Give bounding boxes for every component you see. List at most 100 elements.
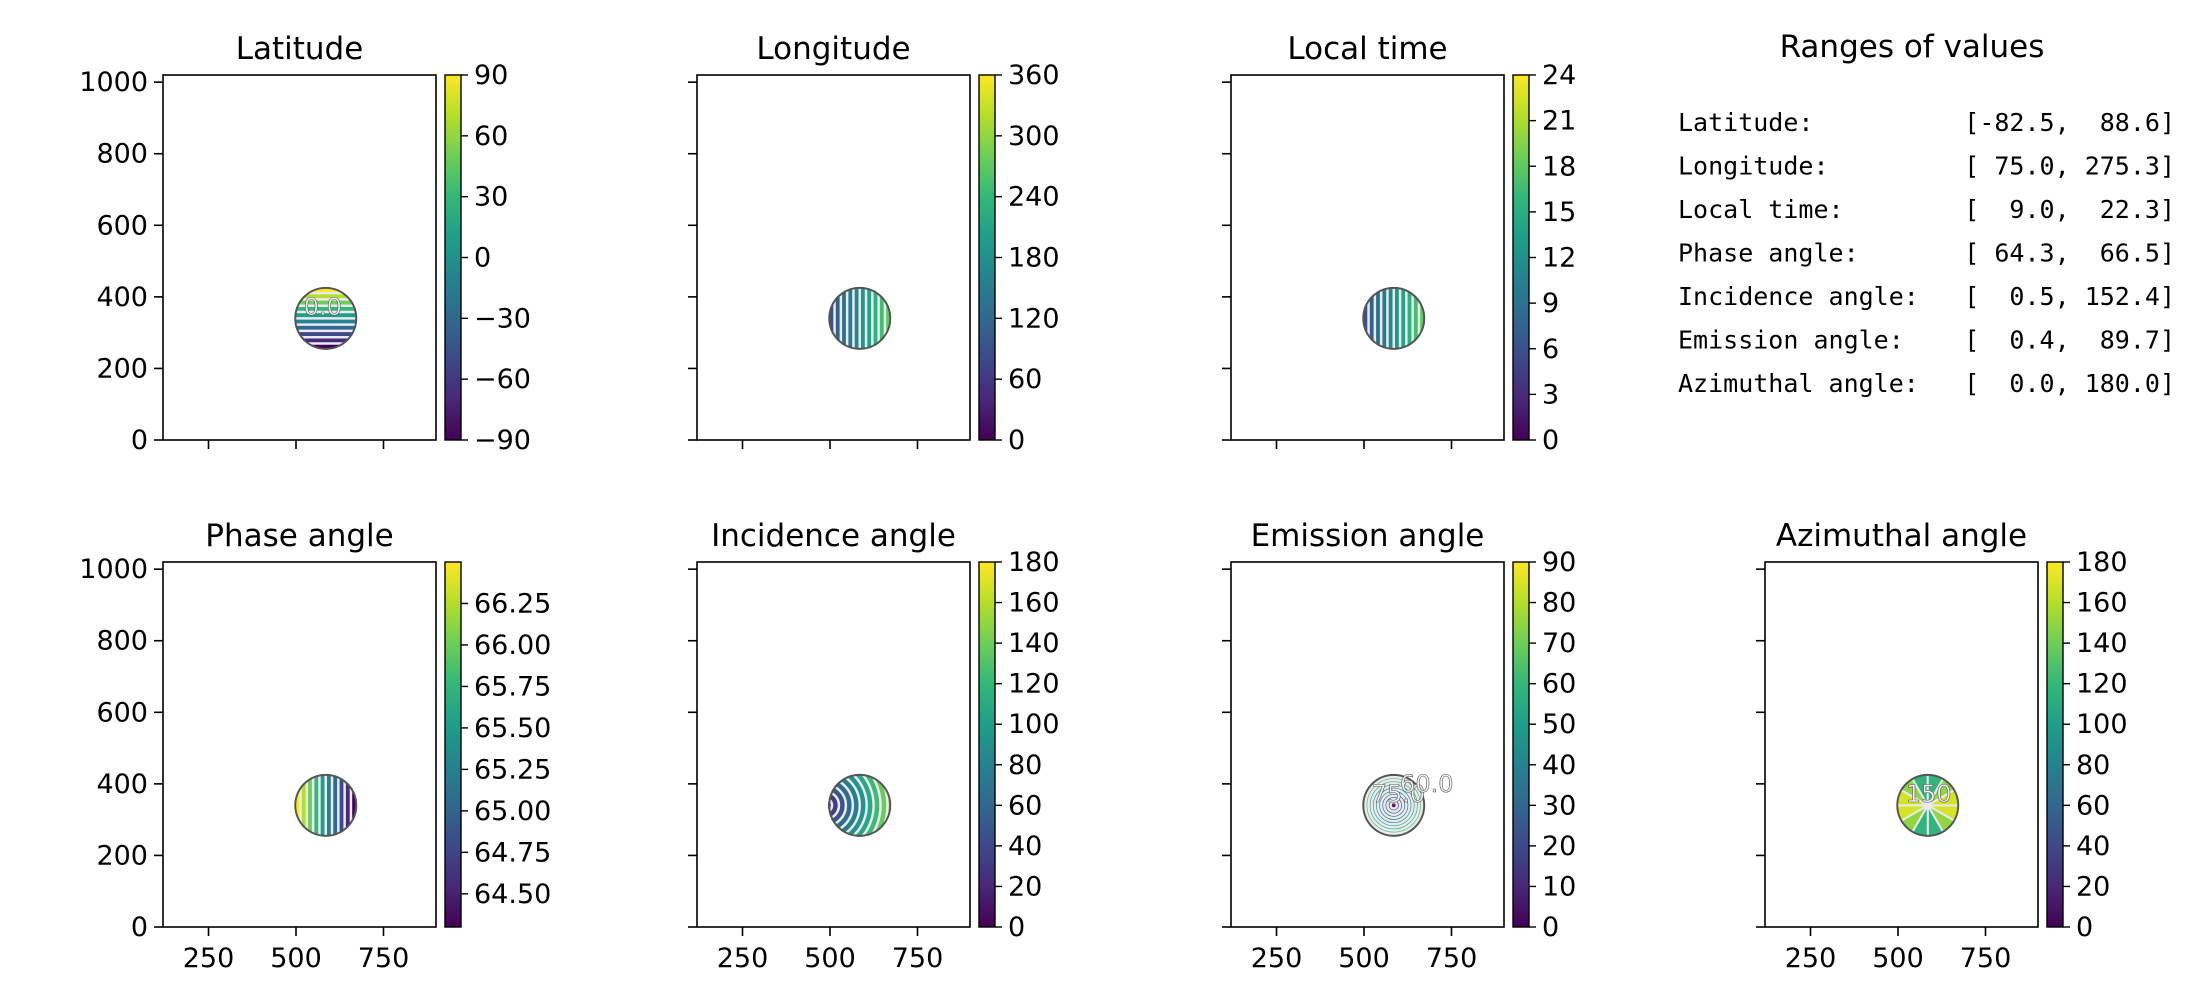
disc-band bbox=[300, 773, 307, 837]
panel-title: Longitude bbox=[756, 31, 910, 67]
colorbar-tick-label: 0 bbox=[2076, 912, 2093, 943]
disc-limb bbox=[294, 773, 358, 837]
colorbar-tick-label: 90 bbox=[1542, 547, 1576, 578]
ranges-row-value: [ 0.0, 180.0] bbox=[1964, 369, 2175, 398]
ranges-row-label: Emission angle: bbox=[1678, 326, 1904, 355]
colorbar bbox=[1512, 561, 1530, 928]
disc-band bbox=[350, 773, 358, 837]
disc-image bbox=[828, 773, 892, 837]
disc-band bbox=[294, 305, 358, 313]
y-tick-label: 0 bbox=[131, 912, 148, 943]
colorbar-tick-label: 40 bbox=[2076, 831, 2110, 862]
x-tick-label: 250 bbox=[1785, 943, 1837, 974]
disc-image bbox=[828, 286, 892, 350]
colorbar-tick-label: 70 bbox=[1542, 628, 1576, 659]
colorbar-tick-label: 60 bbox=[474, 121, 508, 152]
disc-band bbox=[878, 286, 885, 350]
y-tick-label: 400 bbox=[96, 769, 148, 800]
x-tick-label: 250 bbox=[717, 943, 769, 974]
disc-band bbox=[1387, 286, 1394, 350]
axes-frame bbox=[1230, 561, 1505, 928]
disc-band bbox=[306, 773, 314, 837]
y-tick-label: 600 bbox=[96, 210, 148, 241]
colorbar-tick-label: 140 bbox=[1008, 628, 1060, 659]
disc-band bbox=[847, 286, 854, 350]
y-tick-label: 800 bbox=[96, 139, 148, 170]
disc-limb bbox=[294, 286, 358, 350]
colorbar-tick-label: 240 bbox=[1008, 182, 1060, 213]
disc-ring bbox=[1389, 800, 1399, 810]
colorbar-tick-label: 120 bbox=[2076, 669, 2128, 700]
contour-label: 60.0 bbox=[1400, 770, 1453, 798]
axes-frame bbox=[696, 561, 971, 928]
colorbar-tick-label: 12 bbox=[1542, 243, 1576, 274]
disc-band bbox=[1418, 286, 1426, 350]
disc-band bbox=[294, 299, 358, 306]
ranges-row-value: [ 64.3, 66.5] bbox=[1964, 239, 2175, 268]
colorbar-tick-label: 180 bbox=[1008, 547, 1060, 578]
colorbar-tick-label: 80 bbox=[1008, 750, 1042, 781]
colorbar-tick-label: 18 bbox=[1542, 151, 1576, 182]
disc-band bbox=[1374, 286, 1382, 350]
disc-limb bbox=[1362, 286, 1426, 350]
panel-title: Azimuthal angle bbox=[1776, 518, 2027, 554]
disc-band bbox=[866, 286, 873, 350]
disc-band bbox=[294, 286, 358, 294]
panel-title: Local time bbox=[1287, 31, 1447, 67]
colorbar-tick-label: 80 bbox=[1542, 588, 1576, 619]
colorbar-tick-label: 120 bbox=[1008, 669, 1060, 700]
disc-limb bbox=[828, 773, 892, 837]
disc-ring bbox=[828, 790, 841, 821]
disc-band bbox=[840, 286, 848, 350]
colorbar-tick-label: 20 bbox=[1008, 871, 1042, 902]
disc-band bbox=[884, 286, 892, 350]
y-tick-label: 800 bbox=[96, 626, 148, 657]
colorbar bbox=[978, 561, 996, 928]
y-tick-label: 0 bbox=[131, 425, 148, 456]
colorbar-tick-label: 64.75 bbox=[474, 837, 551, 868]
colorbar-tick-label: 360 bbox=[1008, 60, 1060, 91]
disc-band bbox=[1406, 286, 1413, 350]
disc-band bbox=[1368, 286, 1375, 350]
colorbar-tick-label: 300 bbox=[1008, 121, 1060, 152]
axes-frame bbox=[162, 561, 437, 928]
colorbar-tick-label: 60 bbox=[1008, 364, 1042, 395]
disc-band bbox=[313, 773, 320, 837]
colorbar-tick-label: 6 bbox=[1542, 334, 1559, 365]
disc-band bbox=[1381, 286, 1388, 350]
colorbar bbox=[444, 74, 462, 441]
colorbar-tick-label: 65.00 bbox=[474, 796, 551, 827]
panel-azimuthal-angle: Azimuthal angle 150 250 500 750 0 20 40 60 80 100 1… bbox=[1756, 518, 2128, 974]
colorbar-tick-label: 65.50 bbox=[474, 713, 551, 744]
x-tick-label: 750 bbox=[358, 943, 410, 974]
contour-label: 75.0 bbox=[1372, 780, 1425, 808]
colorbar-tick-label: 60 bbox=[1008, 790, 1042, 821]
ranges-row-label: Phase angle: bbox=[1678, 239, 1859, 268]
colorbar-tick-label: 60 bbox=[2076, 790, 2110, 821]
colorbar-tick-label: 30 bbox=[474, 182, 508, 213]
axes-frame bbox=[162, 74, 437, 441]
y-tick-label: 1000 bbox=[79, 67, 148, 98]
colorbar-tick-label: 0 bbox=[1542, 425, 1559, 456]
colorbar-tick-label: 66.25 bbox=[474, 588, 551, 619]
ranges-row-label: Azimuthal angle: bbox=[1678, 369, 1919, 398]
ranges-row-value: [ 0.5, 152.4] bbox=[1964, 282, 2175, 311]
colorbar-tick-label: 80 bbox=[2076, 750, 2110, 781]
colorbar bbox=[444, 561, 462, 928]
disc-band bbox=[294, 773, 301, 837]
panel-latitude: Latitude 0.0 0 200 400 600 800 1000 −90 −60 −30 0 30… bbox=[79, 31, 531, 456]
colorbar-tick-label: 0 bbox=[1008, 425, 1025, 456]
disc-band bbox=[332, 773, 339, 837]
colorbar-tick-label: 0 bbox=[474, 243, 491, 274]
colorbar-tick-label: 65.25 bbox=[474, 754, 551, 785]
colorbar-tick-label: 40 bbox=[1542, 750, 1576, 781]
y-tick-label: 400 bbox=[96, 282, 148, 313]
colorbar-tick-label: 3 bbox=[1542, 379, 1559, 410]
disc-band bbox=[872, 286, 879, 350]
disc-band bbox=[294, 312, 358, 319]
ranges-row-label: Incidence angle: bbox=[1678, 282, 1919, 311]
ranges-row-value: [ 75.0, 275.3] bbox=[1964, 152, 2175, 181]
panel-title: Phase angle bbox=[205, 518, 393, 554]
colorbar-tick-label: 50 bbox=[1542, 709, 1576, 740]
